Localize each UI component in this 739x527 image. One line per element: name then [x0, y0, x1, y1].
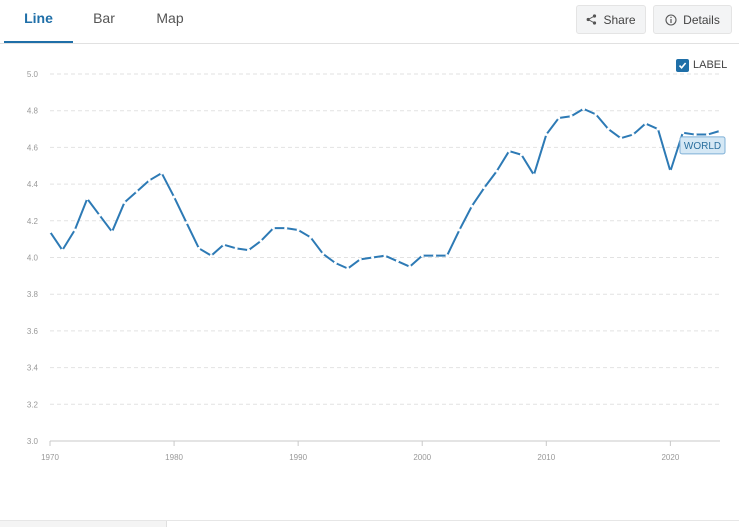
checkmark-icon	[678, 61, 687, 69]
label-checkbox[interactable]	[676, 58, 689, 72]
data-point	[321, 252, 325, 256]
data-point	[383, 254, 387, 258]
series-label-world: WORLD	[684, 141, 721, 152]
y-tick-label: 4.0	[27, 254, 39, 263]
y-tick-label: 3.8	[27, 290, 39, 299]
data-point	[582, 107, 586, 111]
data-point	[470, 204, 474, 208]
data-point	[309, 235, 313, 239]
data-point	[557, 116, 561, 120]
series-line	[49, 107, 721, 270]
y-tick-label: 4.6	[27, 143, 39, 152]
y-tick-label: 3.0	[27, 437, 39, 446]
data-point	[495, 169, 499, 173]
data-point	[706, 133, 710, 137]
y-tick-label: 4.2	[27, 217, 39, 226]
tab-map[interactable]: Map	[156, 10, 184, 26]
data-point	[408, 265, 412, 269]
data-point	[122, 200, 126, 204]
footer-divider	[0, 520, 739, 521]
label-toggle[interactable]: LABEL	[676, 58, 727, 72]
data-point	[234, 246, 238, 250]
x-tick-label: 1990	[289, 453, 307, 462]
tab-bar[interactable]: Bar	[93, 10, 115, 26]
series-label-box	[679, 136, 726, 155]
data-point	[668, 169, 672, 173]
data-point	[172, 195, 176, 199]
data-point	[371, 256, 375, 259]
share-icon	[586, 14, 597, 25]
data-point	[644, 122, 648, 126]
data-point	[296, 228, 300, 232]
data-point	[184, 221, 188, 225]
data-point	[48, 230, 52, 234]
data-point	[333, 261, 337, 265]
data-point	[395, 259, 399, 263]
data-point	[85, 197, 89, 201]
data-point	[358, 257, 362, 261]
y-tick-label: 4.4	[27, 180, 39, 189]
data-point	[544, 133, 548, 137]
data-point	[135, 189, 139, 193]
label-toggle-text: LABEL	[693, 59, 728, 71]
data-point	[693, 133, 697, 137]
data-point	[619, 136, 623, 140]
data-point	[631, 133, 635, 137]
data-point	[73, 228, 77, 232]
data-point	[147, 178, 151, 182]
axes: 3.0 3.2 3.4 3.6 3.8 4.0 4.2 4.4 4.6 4.8 5.0 1970 198…	[27, 70, 720, 462]
data-point	[681, 131, 685, 135]
data-point	[482, 186, 486, 190]
series-layer	[48, 107, 722, 271]
data-point	[284, 226, 288, 230]
x-tick-label: 2020	[661, 453, 679, 462]
y-tick-label: 3.4	[27, 364, 39, 373]
data-point	[507, 149, 511, 153]
x-tick-label: 1980	[165, 453, 183, 462]
data-point	[718, 129, 722, 133]
data-point	[519, 153, 523, 157]
share-label: Share	[603, 12, 636, 27]
data-point	[606, 127, 610, 131]
data-point	[569, 114, 573, 118]
data-point	[271, 226, 275, 230]
x-tick-label: 2010	[537, 453, 555, 462]
details-label: Details	[683, 12, 720, 27]
data-point	[445, 254, 449, 258]
data-point	[209, 254, 213, 258]
data-point	[594, 112, 598, 116]
footer-panel	[0, 521, 167, 527]
data-point	[247, 248, 251, 252]
data-point	[433, 254, 437, 258]
grid	[50, 73, 720, 442]
y-tick-label: 3.6	[27, 327, 39, 336]
chart-type-tabs: Line Bar Map	[0, 0, 739, 44]
x-tick-label: 2000	[413, 453, 431, 462]
y-tick-label: 4.8	[27, 107, 39, 116]
tab-line[interactable]: Line	[4, 0, 73, 43]
y-tick-label: 5.0	[27, 70, 39, 79]
data-point	[110, 230, 114, 234]
y-tick-label: 3.2	[27, 400, 39, 409]
data-point	[160, 171, 164, 175]
data-point	[656, 127, 660, 131]
data-point	[532, 173, 536, 177]
data-point	[98, 213, 102, 217]
data-point	[457, 228, 461, 232]
data-point	[420, 254, 424, 258]
data-point	[346, 267, 350, 271]
share-button[interactable]: Share	[576, 5, 646, 34]
series-labels: WORLD	[679, 136, 726, 155]
data-point	[222, 243, 226, 247]
data-point	[197, 246, 201, 250]
info-icon	[665, 13, 677, 26]
x-tick-label: 1970	[41, 453, 59, 462]
data-point	[259, 239, 263, 243]
data-point	[60, 248, 64, 252]
details-button[interactable]: Details	[653, 5, 732, 34]
